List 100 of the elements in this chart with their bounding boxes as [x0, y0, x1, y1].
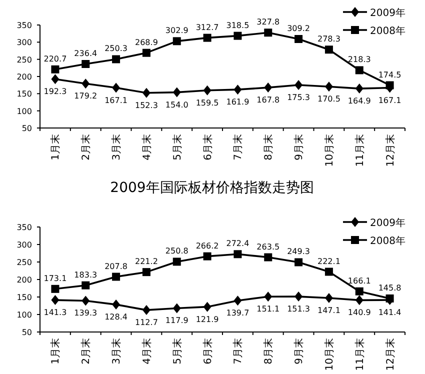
point [264, 253, 272, 262]
point [203, 302, 212, 312]
data-label: 167.8 [256, 96, 280, 105]
x-tick-label: 1月末 [50, 338, 62, 364]
x-tick-label: 3月末 [110, 338, 123, 364]
data-label: 152.3 [135, 100, 158, 110]
data-label: 250.3 [104, 44, 128, 54]
point [172, 303, 181, 314]
x-tick-label: 8月末 [262, 338, 275, 364]
x-tick-label: 4月末 [140, 338, 153, 364]
point [355, 287, 364, 296]
point [324, 293, 333, 304]
point [264, 82, 272, 93]
point [386, 81, 394, 90]
point [172, 37, 181, 46]
point [142, 48, 150, 57]
point [294, 80, 303, 90]
point [264, 292, 272, 302]
data-label: 309.2 [287, 24, 310, 34]
data-label: 236.4 [74, 49, 98, 58]
data-label: 117.9 [165, 316, 188, 326]
data-label: 141.4 [378, 308, 402, 318]
x-tick-label: 1月末 [50, 134, 62, 160]
y-tick-label: 50 [22, 328, 32, 337]
chart-title: 2009年国际板材价格指数走势图 [110, 180, 314, 196]
data-label: 139.3 [74, 308, 98, 318]
point [234, 84, 242, 95]
data-label: 179.2 [74, 92, 98, 101]
data-label: 250.8 [165, 246, 188, 256]
x-tick-label: 2月末 [80, 338, 92, 364]
y-tick-label: 250 [16, 55, 32, 64]
point [82, 78, 90, 89]
data-label: 139.7 [226, 308, 250, 318]
point [112, 55, 120, 64]
x-tick-label: 8月末 [262, 134, 275, 160]
y-tick-label: 50 [22, 124, 32, 133]
x-tick-label: 6月末 [202, 134, 214, 160]
x-tick-label: 7月末 [232, 338, 244, 364]
x-tick-label: 6月末 [202, 338, 214, 364]
point [51, 284, 60, 293]
point [82, 60, 90, 68]
point [51, 65, 60, 74]
x-tick-label: 10月末 [323, 338, 336, 371]
data-label: 192.3 [44, 87, 67, 96]
point [51, 295, 60, 306]
legend-label: 2008年 [370, 25, 406, 37]
point [142, 305, 150, 316]
point [142, 88, 150, 98]
data-label: 207.8 [104, 262, 128, 271]
data-label: 278.3 [318, 34, 340, 44]
point [294, 258, 303, 266]
data-label: 145.8 [378, 283, 402, 292]
point [82, 281, 90, 290]
data-label: 170.5 [318, 94, 340, 104]
data-label: 220.7 [44, 54, 67, 64]
data-label: 159.5 [196, 98, 219, 108]
data-label: 161.9 [226, 98, 250, 107]
point [324, 82, 333, 92]
x-tick-label: 12月末 [384, 134, 396, 167]
x-tick-label: 12月末 [384, 338, 396, 371]
data-label: 112.7 [135, 318, 158, 328]
point [386, 294, 394, 302]
data-label: 164.9 [348, 96, 371, 106]
point [112, 300, 120, 310]
y-tick-label: 300 [16, 38, 32, 48]
data-label: 173.1 [44, 274, 67, 283]
x-tick-label: 5月末 [171, 338, 184, 364]
point [355, 295, 364, 306]
legend-label: 2008年 [370, 235, 406, 247]
data-label: 263.5 [256, 242, 280, 252]
data-label: 222.1 [318, 256, 340, 266]
y-tick-label: 250 [16, 258, 32, 267]
point [324, 268, 333, 276]
data-label: 175.3 [287, 92, 310, 102]
x-tick-label: 11月末 [354, 134, 366, 167]
point [324, 46, 333, 54]
data-label: 268.9 [135, 38, 158, 47]
point [264, 28, 272, 37]
point [294, 35, 303, 44]
y-tick-label: 150 [16, 90, 32, 99]
data-label: 174.5 [378, 70, 402, 80]
x-tick-label: 2月末 [80, 134, 92, 160]
point [51, 74, 60, 84]
data-label: 302.9 [165, 26, 188, 36]
data-label: 249.3 [287, 247, 310, 256]
x-tick-label: 10月末 [323, 134, 336, 167]
point [82, 296, 90, 306]
data-label: 151.1 [256, 304, 280, 314]
y-tick-label: 300 [16, 240, 32, 250]
point [112, 272, 120, 281]
data-label: 272.4 [226, 239, 250, 248]
data-label: 312.7 [196, 22, 219, 32]
x-tick-label: 9月末 [293, 338, 306, 364]
point [142, 268, 150, 276]
data-label: 166.1 [348, 276, 371, 286]
y-tick-label: 100 [16, 106, 32, 116]
data-label: 147.1 [318, 306, 340, 316]
point [203, 34, 212, 42]
x-tick-label: 4月末 [140, 134, 153, 160]
point [203, 252, 212, 260]
